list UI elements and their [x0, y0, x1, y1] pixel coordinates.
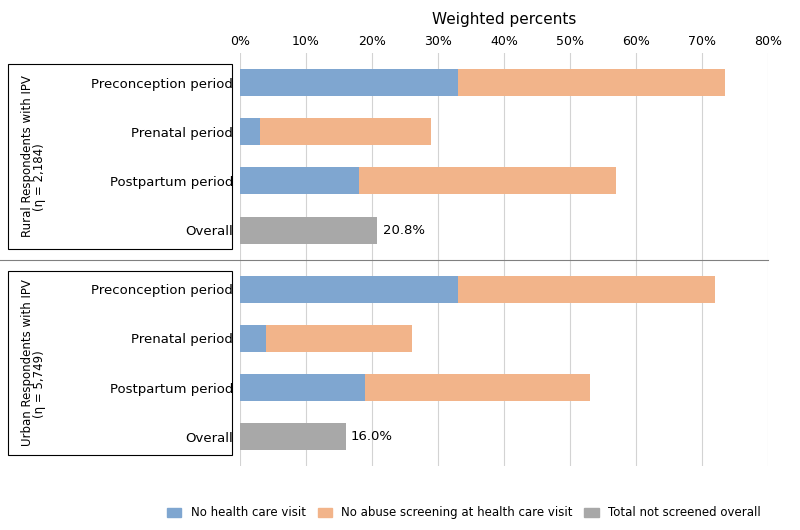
Bar: [358, 167, 616, 195]
Bar: [240, 325, 266, 352]
Text: 20.8%: 20.8%: [382, 224, 425, 237]
Text: Rural Respondents with IPV: Rural Respondents with IPV: [22, 75, 34, 237]
Legend: No health care visit, No abuse screening at health care visit, Total not screene: No health care visit, No abuse screening…: [162, 502, 766, 524]
Bar: [240, 167, 358, 195]
Title: Weighted percents: Weighted percents: [432, 12, 576, 27]
Bar: [266, 325, 412, 352]
Bar: [458, 276, 715, 303]
Bar: [366, 374, 590, 401]
Bar: [240, 276, 458, 303]
Text: Urban Respondents with IPV: Urban Respondents with IPV: [22, 280, 34, 446]
Bar: [240, 118, 260, 145]
Bar: [240, 374, 366, 401]
Bar: [260, 118, 431, 145]
Text: 16.0%: 16.0%: [351, 430, 393, 444]
Bar: [458, 69, 725, 96]
Bar: [240, 217, 378, 244]
Text: (η = 5,749): (η = 5,749): [34, 350, 46, 418]
Bar: [240, 423, 346, 450]
Text: (η = 2,184): (η = 2,184): [34, 144, 46, 211]
Bar: [240, 69, 458, 96]
